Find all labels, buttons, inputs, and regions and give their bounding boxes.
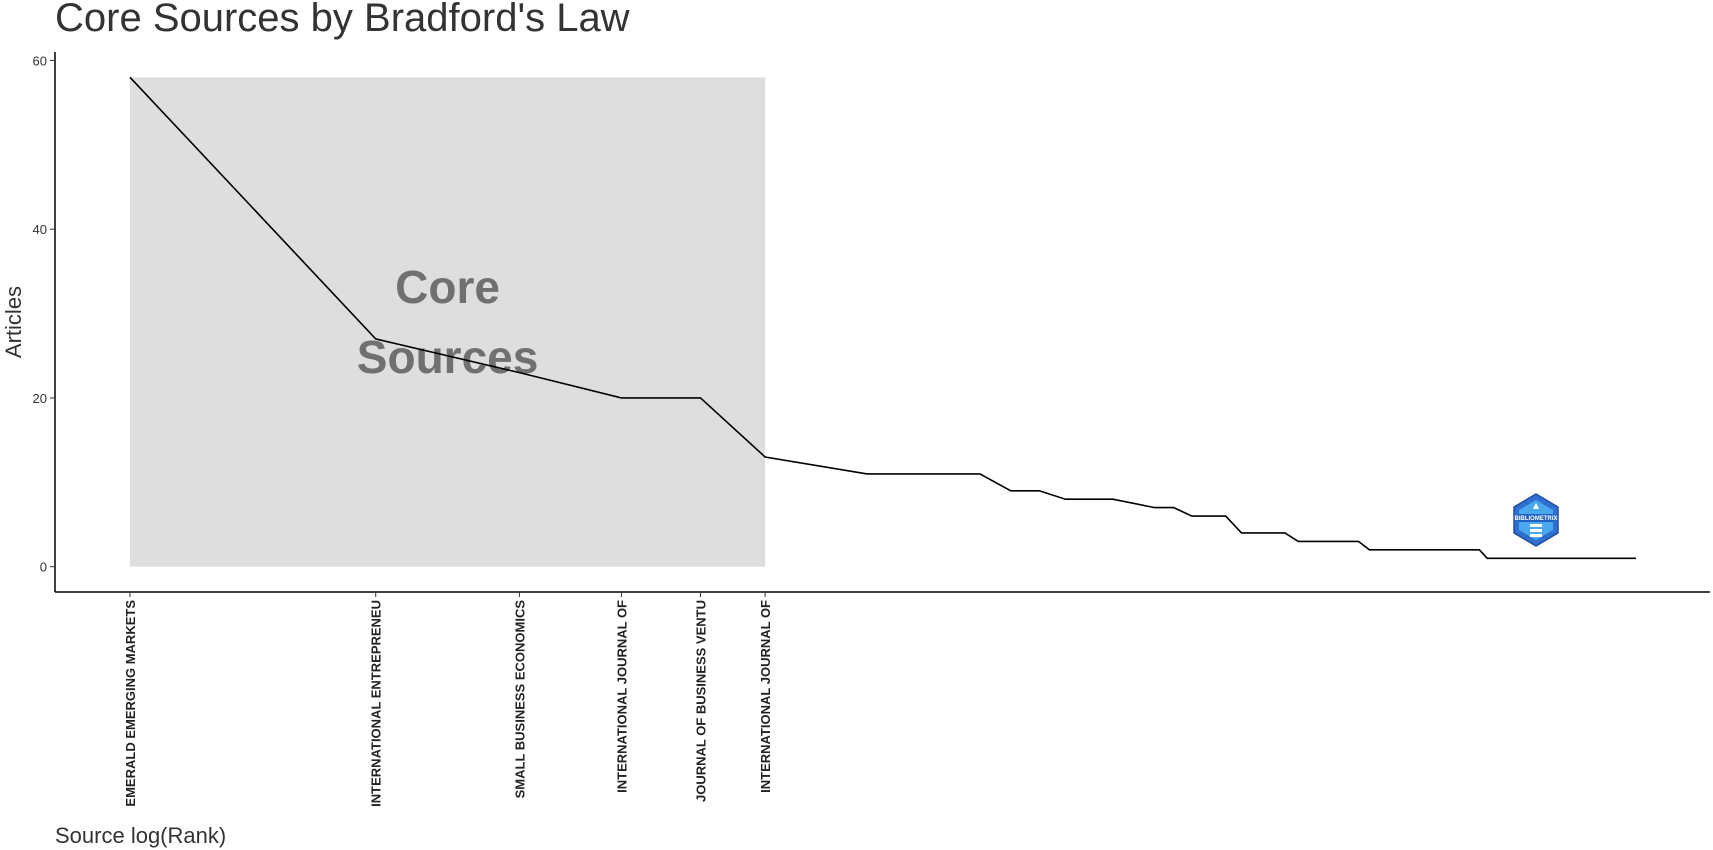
chart-title: Core Sources by Bradford's Law	[55, 0, 630, 40]
core-zone-label-0: Core	[395, 261, 500, 313]
x-tick-label-5: INTERNATIONAL JOURNAL OF	[758, 600, 773, 793]
x-axis-title: Source log(Rank)	[55, 823, 226, 848]
core-zone-label-1: Sources	[357, 331, 539, 383]
x-tick-label-0: EMERALD EMERGING MARKETS	[123, 600, 138, 807]
y-axis-title: Articles	[1, 286, 26, 358]
core-sources-zone	[130, 77, 766, 567]
x-tick-label-1: INTERNATIONAL ENTREPRENEU	[369, 600, 384, 807]
y-tick-label-0: 0	[40, 560, 47, 575]
y-tick-label-20: 20	[33, 391, 47, 406]
x-tick-label-3: INTERNATIONAL JOURNAL OF	[614, 600, 629, 793]
series-line	[129, 76, 1636, 560]
y-tick-label-60: 60	[33, 53, 47, 68]
y-tick-label-40: 40	[33, 222, 47, 237]
bibliometrix-logo-icon: BIBLIOMETRIX	[1513, 493, 1559, 547]
x-tick-label-2: SMALL BUSINESS ECONOMICS	[512, 600, 527, 799]
logo-text: BIBLIOMETRIX	[1515, 516, 1558, 522]
x-tick-label-4: JOURNAL OF BUSINESS VENTU	[694, 600, 709, 802]
